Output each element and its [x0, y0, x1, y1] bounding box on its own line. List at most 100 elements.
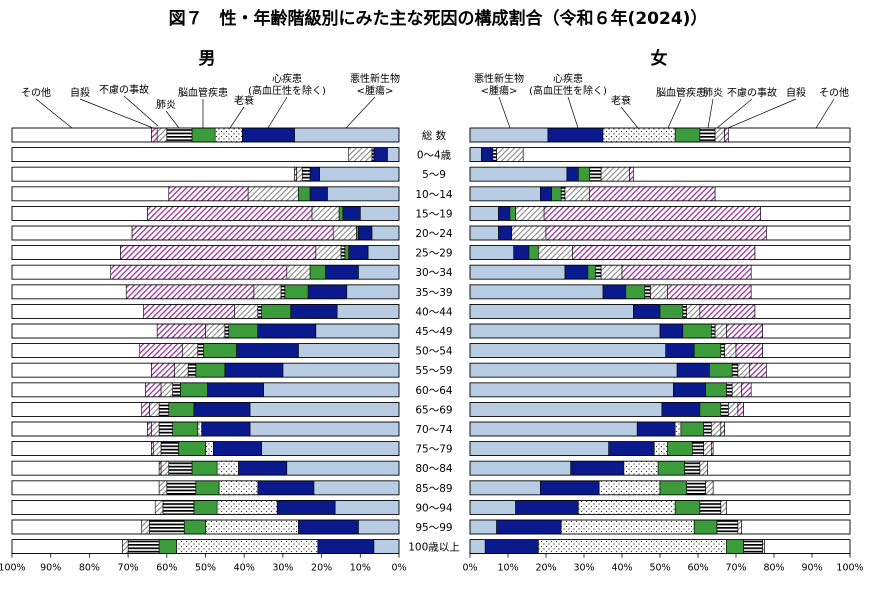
female-bar-segment-suicide — [629, 166, 634, 182]
cause-label-leader — [165, 110, 180, 129]
female-bar-segment-senility — [598, 480, 661, 496]
male-bar-segment-heart — [201, 421, 251, 437]
female-bar-segment-cerebro — [551, 186, 562, 202]
female-bar-outline — [469, 460, 851, 476]
male-bar-segment-cerebro — [195, 480, 220, 496]
male-bar-segment-suicide — [139, 343, 183, 358]
female-bar-segment-other — [522, 147, 851, 162]
female-bar-segment-pneumonia — [682, 304, 687, 319]
cause-label-leader — [35, 98, 73, 129]
male-bar-segment-neoplasm — [263, 382, 400, 398]
male-bar-segment-accident — [205, 323, 226, 339]
female-bar-segment-heart — [602, 284, 627, 300]
male-bar-segment-heart — [257, 480, 315, 496]
female-bar-outline — [469, 245, 851, 261]
cause-label-leader — [707, 98, 714, 129]
male-bar-segment-accident — [152, 441, 162, 456]
female-bar-segment-other — [707, 460, 851, 476]
male-bar-outline — [11, 382, 400, 398]
cause-label: 心疾患(高血圧性を除く) — [529, 72, 607, 97]
male-bar-segment-neoplasm — [313, 480, 400, 496]
male-bar-segment-pneumonia — [162, 500, 195, 515]
cause-label-leader — [567, 96, 579, 129]
male-bar-segment-accident — [311, 206, 340, 221]
female-bar-segment-suicide — [726, 323, 763, 339]
female-bar-segment-heart — [661, 402, 701, 417]
male-bar-segment-other — [11, 166, 295, 182]
male-bar-segment-heart — [290, 304, 338, 319]
female-bar-segment-suicide — [543, 206, 761, 221]
x-tick-label: 50% — [195, 563, 216, 574]
male-bar-segment-accident — [234, 304, 259, 319]
female-bar-segment-other — [712, 441, 851, 456]
age-label: 20～24 — [415, 228, 453, 240]
cause-labels: その他 自殺 不慮の事故肺炎脳血管疾患老衰心疾患(高血圧性を除く)悪性新生物<腫瘍>… — [21, 72, 849, 111]
cause-label-leader — [123, 95, 159, 127]
male-bar-segment-accident — [154, 500, 164, 515]
female-bar-segment-other — [712, 480, 851, 496]
female-bar-outline — [469, 401, 851, 417]
age-label: 45～49 — [415, 326, 452, 338]
female-bar-outline — [469, 166, 851, 182]
female-bar-segment-accident — [600, 264, 623, 280]
male-bar-segment-pneumonia — [160, 441, 179, 456]
female-bar-segment-other — [741, 519, 851, 535]
female-bar-segment-suicide — [748, 362, 767, 378]
female-bar-segment-accident — [564, 186, 591, 202]
female-bar-segment-neoplasm — [469, 382, 674, 398]
male-bar-segment-suicide — [168, 186, 249, 202]
female-bar-segment-cerebro — [587, 264, 596, 280]
male-bar-segment-cerebro — [191, 460, 218, 476]
female-bar-segment-accident — [511, 225, 547, 241]
female-bar-segment-other — [766, 225, 851, 241]
female-bar-outline — [469, 127, 851, 143]
female-bar-outline — [469, 323, 851, 339]
male-bar-segment-heart — [348, 245, 369, 260]
cause-label: 肺炎 — [703, 87, 723, 99]
male-bar-outline — [11, 166, 400, 182]
female-bar-segment-heart — [484, 539, 539, 554]
male-bar-segment-suicide — [145, 382, 162, 398]
male-bar-segment-other — [11, 421, 148, 437]
female-bar-segment-pneumonia — [684, 460, 701, 476]
male-bar-segment-other — [11, 382, 146, 398]
male-bar-segment-pneumonia — [127, 539, 160, 554]
female-bar-segment-cerebro — [625, 284, 646, 300]
female-bars — [469, 127, 851, 554]
x-tick-label: 70% — [118, 563, 139, 574]
chart-title: 図７ 性・年齢階級別にみた主な死因の構成割合（令和６年(2024)） — [169, 8, 708, 29]
male-bar-segment-other — [11, 186, 170, 202]
female-bar-segment-cerebro — [659, 304, 684, 319]
female-bar-outline — [469, 343, 851, 359]
female-bar-segment-heart — [498, 206, 511, 221]
male-bar-segment-neoplasm — [346, 284, 400, 300]
male-bar-segment-neoplasm — [315, 323, 400, 339]
male-bar-segment-accident — [332, 225, 357, 241]
male-bar-segment-pneumonia — [257, 304, 262, 319]
female-bar-segment-other — [760, 206, 851, 221]
cause-label-leader — [667, 98, 682, 129]
female-bar-segment-cerebro — [699, 402, 722, 417]
male-bar-segment-other — [11, 225, 133, 241]
male-bar-segment-cerebro — [191, 127, 216, 143]
male-bar-segment-neoplasm — [358, 519, 400, 535]
female-bar-outline — [469, 421, 851, 437]
female-bar-segment-accident — [703, 441, 712, 456]
female-bar-segment-neoplasm — [469, 343, 666, 358]
male-bar-segment-cerebro — [172, 421, 199, 437]
female-bar-segment-other — [633, 166, 851, 182]
female-bar-segment-senility — [602, 127, 676, 143]
male-bar-segment-other — [11, 539, 123, 554]
male-bar-segment-pneumonia — [166, 127, 193, 143]
age-label: 80～84 — [415, 463, 453, 475]
male-bar-outline — [11, 441, 400, 457]
male-bar-outline — [11, 421, 400, 437]
male-bar-segment-accident — [160, 382, 173, 398]
female-bar-segment-accident — [710, 421, 722, 437]
cause-label-leader — [498, 96, 511, 129]
male-bar-segment-other — [11, 460, 160, 476]
cause-label: 自殺 — [70, 86, 90, 99]
female-bar-segment-neoplasm — [469, 460, 571, 476]
female-bar-segment-accident — [699, 460, 708, 476]
male-bar-segment-senility — [176, 539, 319, 554]
